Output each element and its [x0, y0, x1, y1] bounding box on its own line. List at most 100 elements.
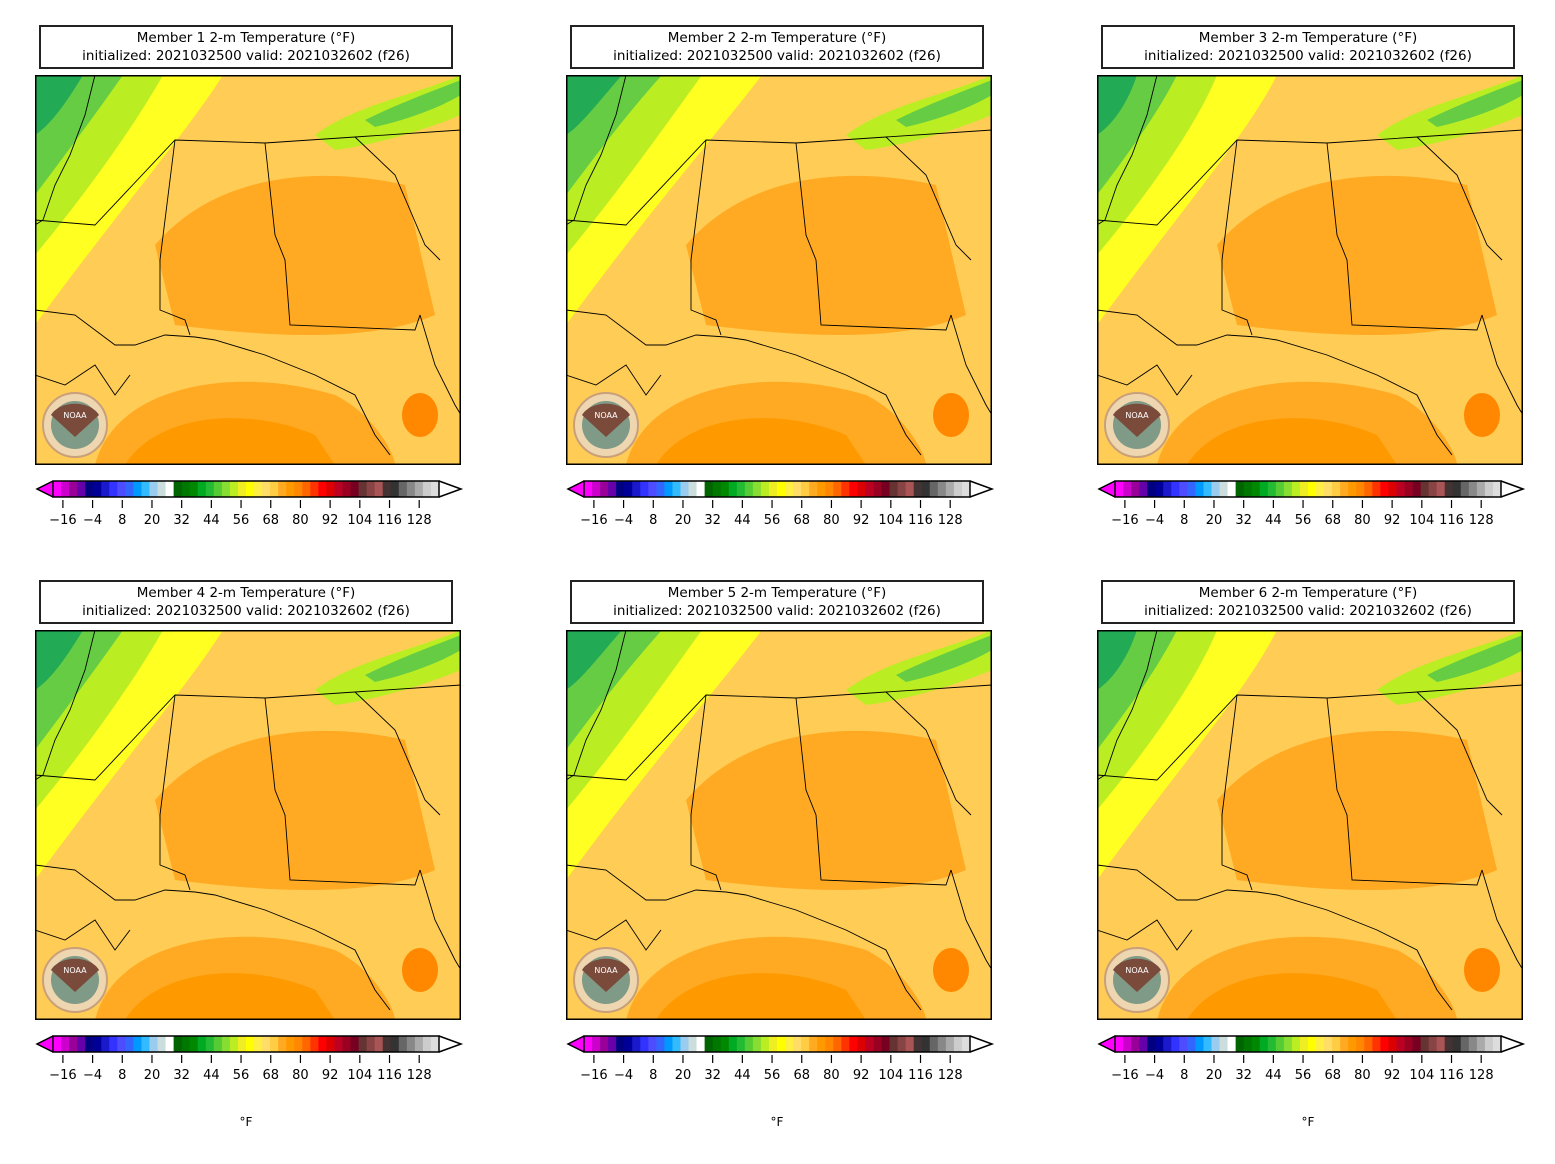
colorbar-swatch	[1324, 481, 1333, 497]
colorbar-swatch	[197, 481, 207, 497]
colorbar-swatch	[125, 481, 134, 497]
colorbar-swatch	[640, 481, 649, 497]
colorbar-swatch	[584, 1036, 593, 1052]
colorbar-swatch	[736, 1036, 746, 1052]
colorbar-swatch	[897, 481, 907, 497]
colorbar-swatch	[430, 481, 440, 497]
colorbar-tick-label: 128	[407, 1068, 432, 1083]
colorbar-tick-label: −4	[83, 513, 102, 528]
colorbar-tick-label: 92	[853, 1068, 870, 1083]
colorbar-swatch	[760, 481, 770, 497]
colorbar-swatch	[1195, 1036, 1204, 1052]
colorbar-swatch	[1235, 1036, 1245, 1052]
colorbar-swatch	[953, 481, 963, 497]
colorbar-swatch	[69, 481, 78, 497]
colorbar-swatch	[728, 1036, 738, 1052]
colorbar-swatch	[696, 481, 706, 497]
colorbar-ticks: −16 −4 8 20 32 44 56 68 80 92 104 116 128	[1111, 1055, 1494, 1083]
colorbar-swatch	[608, 481, 617, 497]
colorbar-swatch	[350, 1036, 360, 1052]
ensemble-member-panel: Member 5 2-m Temperature (°F) initialized…	[566, 555, 1026, 1115]
colorbar-swatch	[1299, 1036, 1309, 1052]
colorbar-tick-label: 92	[1384, 513, 1401, 528]
colorbar-swatch	[213, 481, 223, 497]
colorbar-swatch	[664, 481, 673, 497]
colorbar-swatch	[165, 1036, 175, 1052]
colorbar-swatch	[205, 481, 215, 497]
colorbar-ticks: −16 −4 8 20 32 44 56 68 80 92 104 116 128	[580, 500, 963, 528]
colorbar-swatch	[246, 1036, 255, 1052]
colorbar-swatch	[149, 1036, 159, 1052]
colorbar-swatch	[1283, 481, 1293, 497]
colorbar-unit-label: °F	[239, 1115, 253, 1129]
svg-text:NOAA: NOAA	[1125, 966, 1149, 975]
colorbar-tick-label: 44	[203, 1068, 220, 1083]
colorbar-swatch	[1348, 1036, 1357, 1052]
colorbar-swatch	[1275, 1036, 1285, 1052]
colorbar-swatch	[382, 1036, 392, 1052]
temperature-map: NOAA	[1097, 75, 1523, 465]
colorbar-swatch	[318, 481, 327, 497]
colorbar-swatch	[1283, 1036, 1293, 1052]
colorbar-swatch	[656, 481, 665, 497]
colorbar-tick-label: 128	[1469, 1068, 1494, 1083]
colorbar-swatch	[1356, 1036, 1365, 1052]
colorbar-swatch	[616, 481, 625, 497]
noaa-logo: NOAA	[1104, 392, 1170, 458]
colorbar-tick-label: 44	[734, 1068, 751, 1083]
colorbar-tick-label: 8	[1180, 513, 1188, 528]
colorbar-swatch	[777, 1036, 786, 1052]
colorbar-swatch	[358, 1036, 368, 1052]
colorbar-swatch	[841, 481, 850, 497]
temperature-map: NOAA	[1097, 630, 1523, 1020]
colorbar-swatch	[592, 1036, 601, 1052]
colorbar-tick-label: 20	[144, 1068, 161, 1083]
colorbar-swatch	[1396, 481, 1405, 497]
colorbar-swatch	[1251, 1036, 1261, 1052]
panel-title: Member 2 2-m Temperature (°F) initialized…	[570, 25, 984, 69]
colorbar-swatch	[1316, 1036, 1325, 1052]
colorbar-swatch	[374, 1036, 384, 1052]
colorbar-swatch	[117, 481, 126, 497]
colorbar-swatch	[366, 1036, 376, 1052]
colorbar-swatch	[1139, 1036, 1148, 1052]
colorbar-swatch	[680, 1036, 690, 1052]
colorbar-swatch	[744, 1036, 754, 1052]
colorbar-swatch	[897, 1036, 907, 1052]
colorbar-swatch	[61, 1036, 70, 1052]
colorbar-swatch	[1412, 1036, 1422, 1052]
colorbar-swatch	[133, 1036, 142, 1052]
colorbar-swatches	[584, 481, 971, 497]
colorbar-swatch	[366, 481, 376, 497]
colorbar-swatch	[430, 1036, 440, 1052]
colorbar-swatch	[608, 1036, 617, 1052]
colorbar-swatch	[262, 1036, 271, 1052]
colorbar-swatch	[1155, 481, 1164, 497]
colorbar-swatch	[101, 481, 110, 497]
colorbar-swatch	[69, 1036, 78, 1052]
colorbar-tick-label: 104	[347, 1068, 372, 1083]
colorbar-swatch	[213, 1036, 223, 1052]
panel-subtitle-line: initialized: 2021032500 valid: 202103260…	[613, 603, 941, 619]
colorbar-tick-label: 116	[377, 513, 402, 528]
colorbar-swatch	[1195, 481, 1204, 497]
colorbar-swatch	[189, 1036, 199, 1052]
colorbar-swatch	[1243, 481, 1253, 497]
noaa-logo: NOAA	[573, 392, 639, 458]
colorbar-swatch	[414, 481, 424, 497]
colorbar-swatch	[270, 1036, 279, 1052]
svg-text:NOAA: NOAA	[1125, 411, 1149, 420]
colorbar-tick-label: 8	[649, 513, 657, 528]
colorbar	[35, 480, 464, 498]
colorbar-swatch	[849, 1036, 858, 1052]
colorbar-ticks: −16 −4 8 20 32 44 56 68 80 92 104 116 128	[49, 500, 432, 528]
colorbar-swatch	[1163, 1036, 1172, 1052]
colorbar-swatch	[237, 1036, 247, 1052]
colorbar-tick-label: 80	[1354, 513, 1371, 528]
colorbar-swatch	[688, 481, 698, 497]
colorbar-swatch	[889, 481, 899, 497]
colorbar-unit-label: °F	[770, 1115, 784, 1129]
colorbar-swatch	[1219, 481, 1229, 497]
colorbar-swatch	[817, 1036, 826, 1052]
noaa-logo: NOAA	[42, 947, 108, 1013]
